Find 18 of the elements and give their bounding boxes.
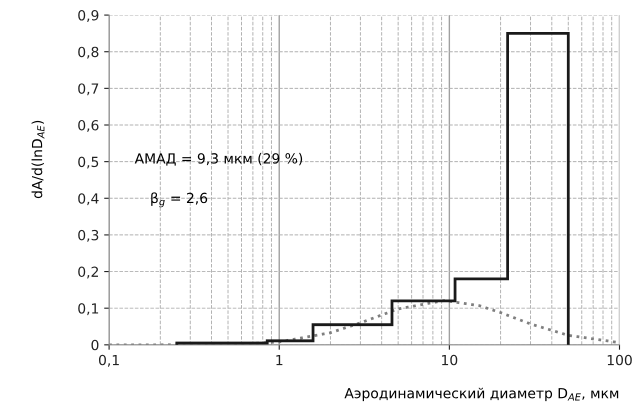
annotation: β$_{g}$ = 2,6 [151,192,208,208]
y-tick-label: 0 [91,340,98,350]
y-tick-label: 0,4 [78,193,99,206]
y-tick-label: 0,5 [78,156,98,169]
annotation: АМАД = 9,3 мкм (29 %) [134,152,302,166]
y-tick-label: 0,3 [78,230,98,242]
x-tick-label: 100 [608,354,632,366]
x-tick-label: 10 [442,354,458,366]
y-tick-label: 0,9 [78,10,98,22]
y-axis-title: dA/d(lnD$_{AE}$) [32,120,44,198]
y-tick-label: 0,7 [78,83,98,96]
y-tick-label: 0,1 [78,303,98,316]
y-tick-label: 0,8 [78,46,98,59]
x-tick-label: 1 [276,354,282,366]
x-axis-title: Аэродинамический диаметр D$_{AE}$, мкм [344,388,618,402]
x-tick-label: 0,1 [98,354,119,367]
y-tick-label: 0,6 [78,120,98,132]
y-tick-label: 0,2 [78,266,98,278]
